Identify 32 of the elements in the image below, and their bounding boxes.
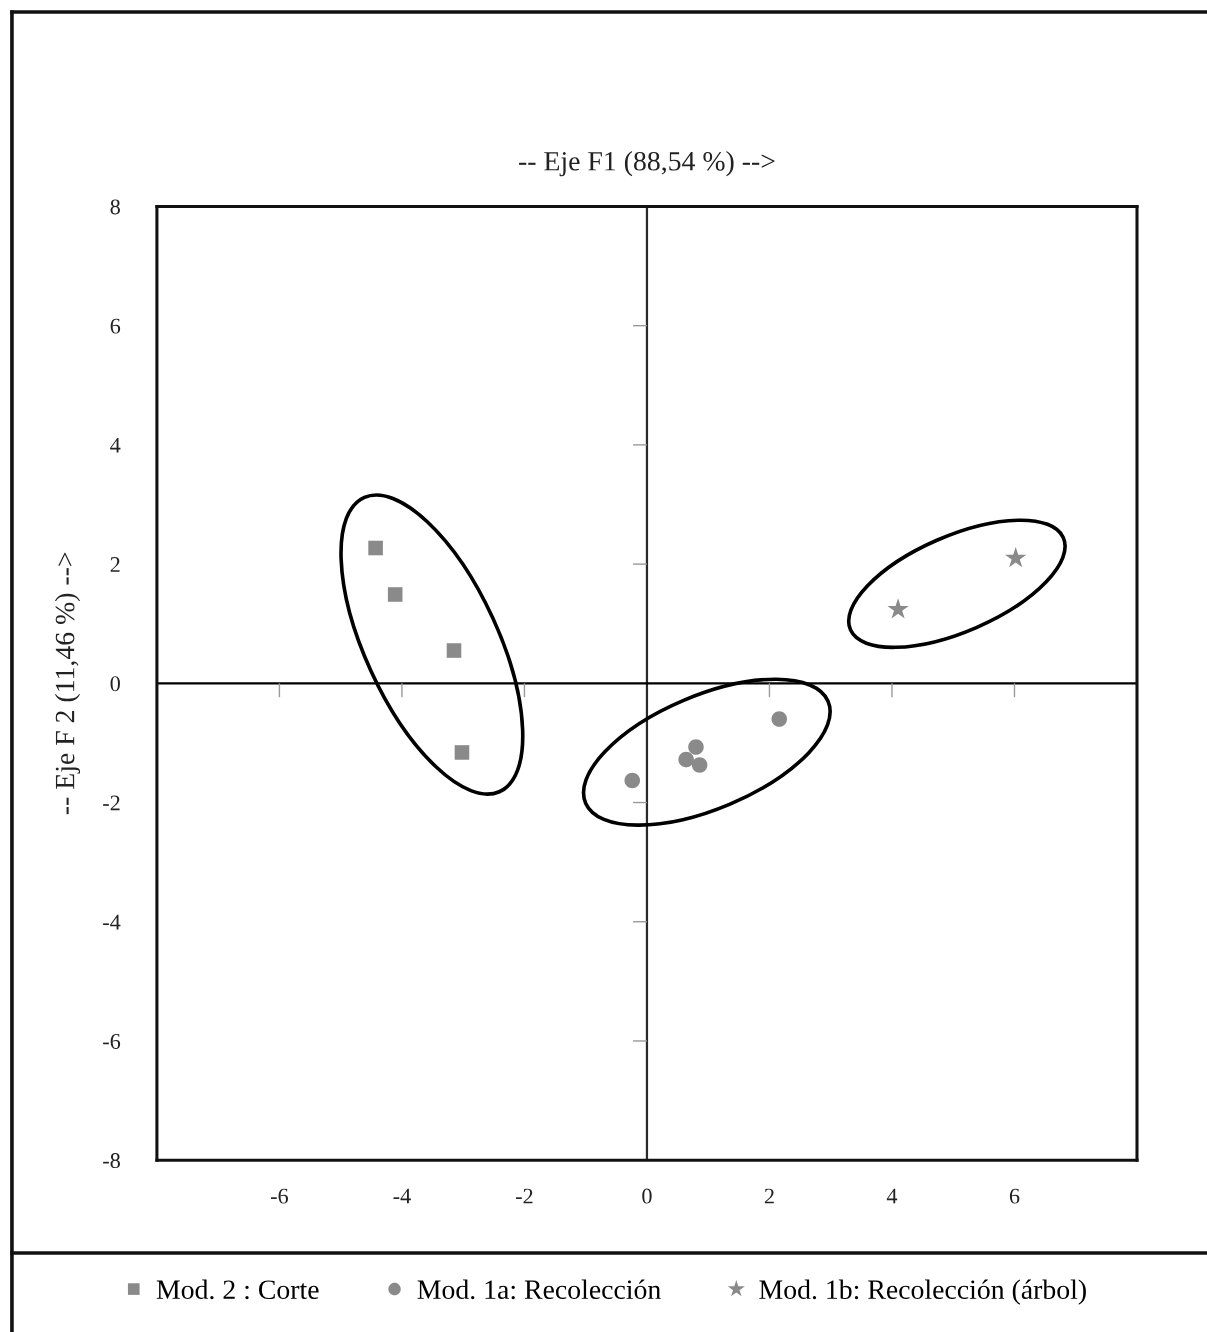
y-tick-label: -4 [103,914,121,930]
y-tick-label: 0 [110,676,120,692]
point [454,745,470,760]
x-tick-label: 2 [764,1188,774,1204]
point [688,739,704,755]
point [887,598,909,619]
x-tick-label: -4 [393,1188,411,1204]
x-tick-label: -2 [516,1188,533,1204]
y-tick-label: -6 [103,1033,121,1049]
point [771,711,788,727]
y-tick-label: -8 [103,1153,120,1169]
x-tick-label: -6 [270,1188,289,1204]
legend-label: Mod. 2 : Corte [156,1279,319,1300]
point [446,643,462,658]
legend-label: Mod. 1b: Recolección (árbol) [759,1279,1086,1305]
y-tick-label: 4 [110,437,121,453]
y-tick-label: 6 [110,318,121,334]
point [387,587,403,602]
point [691,757,708,773]
point [624,772,641,789]
point [1005,546,1027,568]
y-tick-label: 2 [110,557,120,572]
x-tick-label: 4 [886,1188,898,1204]
x-axis-title: -- Eje F1 (88,54 %) --> [519,151,775,177]
x-tick-label: 6 [1009,1188,1020,1204]
y-tick-label: 8 [110,199,120,215]
point [368,540,383,556]
x-tick-label: 0 [642,1188,652,1204]
legend-label: Mod. 1a: Recolección [417,1279,661,1300]
y-axis-title: -- Eje F 2 (11,46 %) --> [54,552,81,815]
y-tick-label: -2 [103,795,120,811]
point [678,751,694,768]
